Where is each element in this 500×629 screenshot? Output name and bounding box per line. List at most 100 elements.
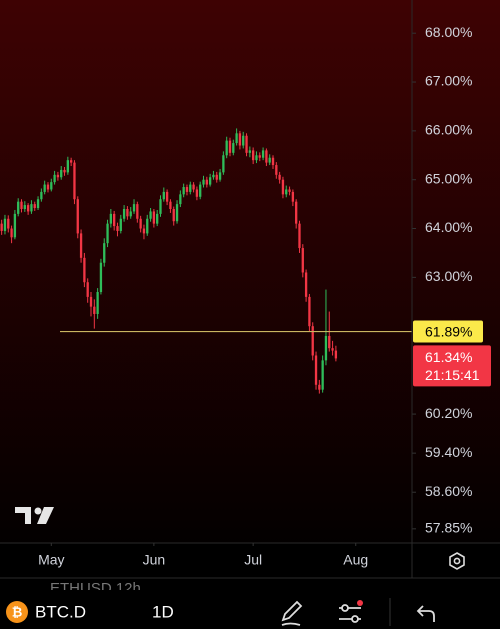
y-tick-label: 58.60%: [425, 483, 472, 499]
candle-body: [46, 184, 50, 190]
y-tick-label: 63.00%: [425, 268, 472, 284]
candle-body: [17, 201, 20, 214]
candle-body: [328, 335, 331, 349]
candle-body: [162, 191, 165, 200]
candle-body: [225, 140, 228, 156]
candle-body: [116, 226, 119, 231]
y-tick-label: 60.20%: [425, 405, 472, 421]
candle-body: [268, 157, 271, 163]
candle-body: [109, 213, 113, 224]
candle-body: [242, 135, 245, 146]
candle-body: [66, 160, 69, 173]
candle-body: [202, 179, 205, 185]
interval-button[interactable]: 1D: [152, 602, 174, 621]
indicators-button[interactable]: [339, 600, 363, 623]
candle-body: [275, 165, 278, 175]
candle-body: [169, 201, 172, 209]
bitcoin-icon-glyph: ₿: [12, 604, 23, 619]
candle-body: [189, 184, 192, 192]
settings-button[interactable]: [449, 552, 465, 570]
candle-body: [331, 348, 334, 351]
candle-body: [0, 223, 3, 231]
candle-body: [212, 174, 215, 178]
candle-body: [314, 355, 318, 385]
candle-body: [324, 335, 328, 361]
candle-body: [119, 218, 122, 231]
candle-body: [36, 199, 40, 209]
candle-body: [93, 306, 96, 314]
candle-body: [318, 384, 321, 390]
candle-body: [199, 184, 202, 197]
candle-body: [175, 204, 179, 222]
x-tick-label: May: [38, 552, 64, 568]
candle-body: [245, 135, 248, 153]
candle-body: [159, 199, 162, 214]
price-line-label: 61.89%: [425, 323, 472, 339]
drawing-button[interactable]: [281, 600, 303, 626]
candle-body: [295, 201, 298, 224]
background-symbol-label: ETHUSD 12h: [50, 580, 141, 597]
candle-body: [79, 233, 83, 258]
price-line-label-box: [413, 320, 483, 343]
candle-body: [179, 194, 182, 205]
tradingview-logo: [15, 507, 54, 524]
symbol-button[interactable]: ₿ BTC.D: [6, 601, 86, 623]
candle-body: [238, 133, 242, 146]
candle-body: [69, 160, 73, 163]
candle-body: [308, 296, 311, 327]
candle-body: [232, 143, 235, 153]
bar-countdown: 21:15:41: [425, 367, 480, 383]
candle-body: [20, 201, 23, 209]
candle-body: [156, 213, 159, 224]
last-price-label: 61.34%: [425, 349, 472, 365]
candle-body: [149, 211, 152, 219]
x-tick-label: Jul: [244, 552, 262, 568]
candle-body: [182, 187, 185, 195]
candle-body: [152, 211, 156, 224]
candle-body: [10, 228, 13, 238]
y-tick-label: 66.00%: [425, 122, 472, 138]
candle-body: [215, 174, 218, 180]
candle-body: [304, 272, 308, 297]
candle-body: [129, 211, 132, 217]
candle-body: [248, 150, 252, 153]
undo-button[interactable]: [416, 605, 435, 622]
candle-body: [73, 162, 76, 200]
candle-body: [30, 204, 33, 212]
candle-body: [321, 360, 324, 390]
candle-body: [288, 189, 291, 192]
candle-body: [271, 157, 275, 166]
x-tick-label: Aug: [343, 552, 368, 568]
candle-body: [96, 292, 99, 314]
candle-body: [255, 155, 258, 161]
candle-body: [7, 218, 10, 229]
candle-body: [285, 189, 288, 195]
candle-body: [56, 174, 60, 178]
plot-area: [0, 128, 412, 394]
candle-body: [103, 243, 106, 263]
candle-body: [185, 187, 189, 192]
candle-body: [311, 326, 314, 356]
candle-body: [228, 140, 232, 153]
candle-body: [106, 223, 109, 244]
y-tick-label: 64.00%: [425, 219, 472, 235]
candle-body: [261, 150, 265, 158]
candle-body: [60, 169, 63, 178]
candle-body: [218, 172, 222, 180]
candle-body: [99, 262, 103, 293]
candle-body: [251, 150, 255, 161]
candle-body: [281, 179, 285, 195]
candle-body: [33, 204, 36, 209]
candle-body: [298, 223, 301, 249]
symbol-name: BTC.D: [35, 602, 86, 621]
candle-body: [208, 177, 212, 185]
candle-body: [146, 218, 149, 234]
candle-body: [76, 199, 79, 234]
x-tick-label: Jun: [143, 552, 166, 568]
candle-body: [278, 174, 281, 180]
candle-body: [86, 282, 89, 297]
candle-body: [195, 189, 199, 197]
y-tick-label: 59.40%: [425, 444, 472, 460]
